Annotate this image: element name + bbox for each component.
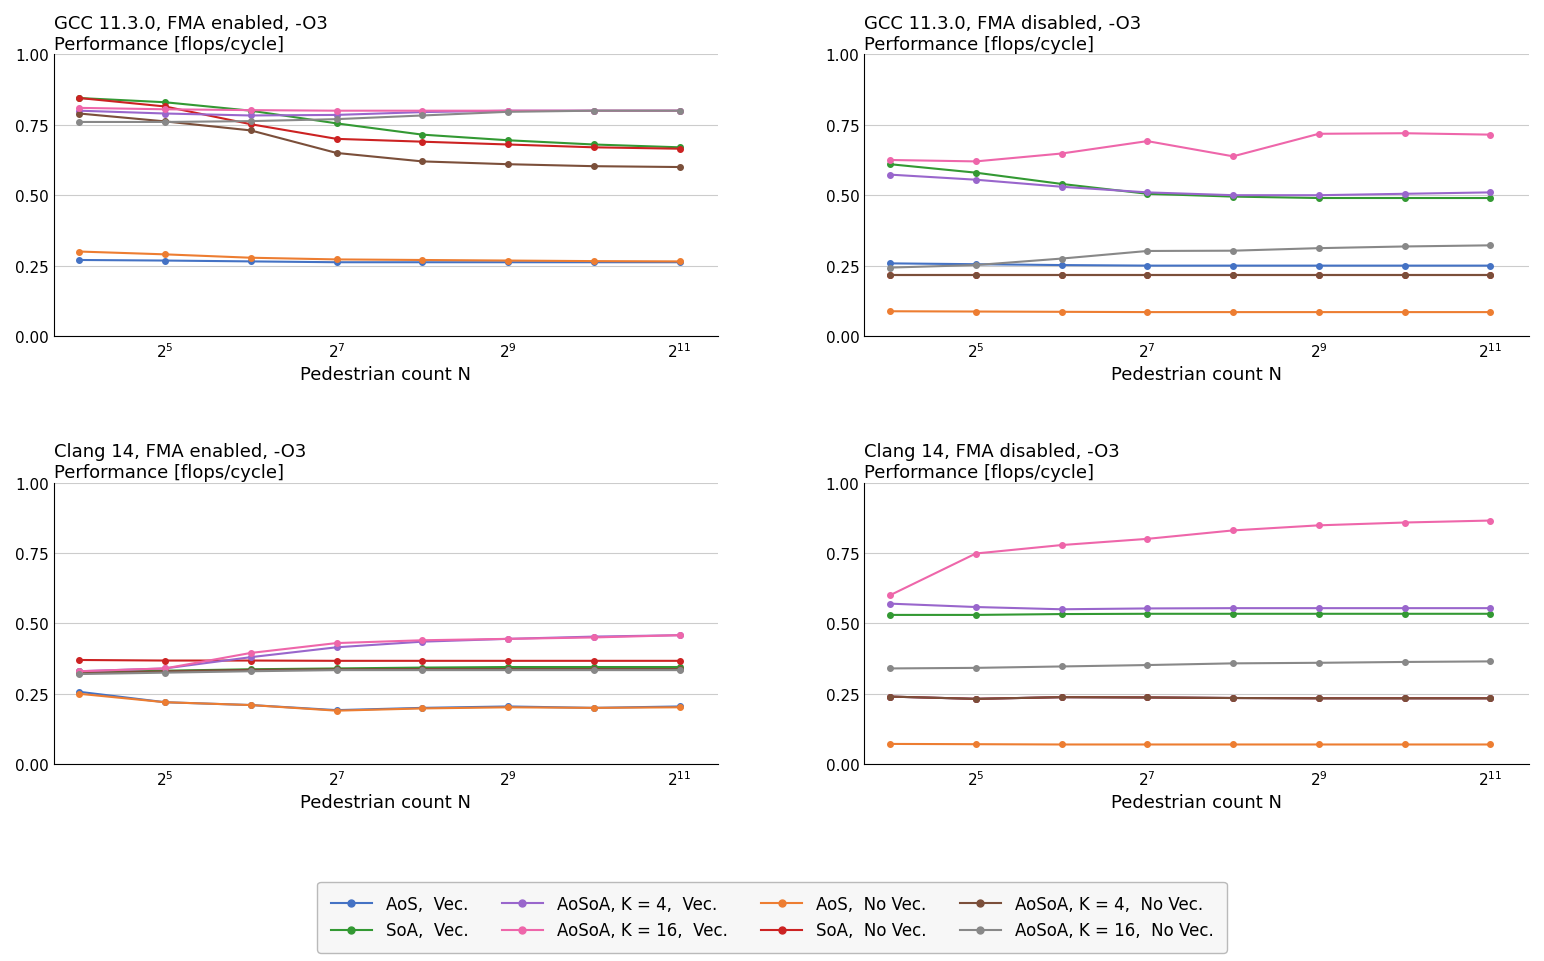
- X-axis label: Pedestrian count N: Pedestrian count N: [301, 794, 471, 811]
- Text: Clang 14, FMA disabled, -O3
Performance [flops/cycle]: Clang 14, FMA disabled, -O3 Performance …: [865, 443, 1119, 481]
- X-axis label: Pedestrian count N: Pedestrian count N: [1112, 366, 1282, 383]
- X-axis label: Pedestrian count N: Pedestrian count N: [1112, 794, 1282, 811]
- Text: Clang 14, FMA enabled, -O3
Performance [flops/cycle]: Clang 14, FMA enabled, -O3 Performance […: [54, 443, 306, 481]
- Text: GCC 11.3.0, FMA disabled, -O3
Performance [flops/cycle]: GCC 11.3.0, FMA disabled, -O3 Performanc…: [865, 15, 1141, 54]
- Legend: AoS,  Vec., SoA,  Vec., AoSoA, K = 4,  Vec., AoSoA, K = 16,  Vec., AoS,  No Vec.: AoS, Vec., SoA, Vec., AoSoA, K = 4, Vec.…: [317, 882, 1227, 952]
- Text: GCC 11.3.0, FMA enabled, -O3
Performance [flops/cycle]: GCC 11.3.0, FMA enabled, -O3 Performance…: [54, 15, 327, 54]
- X-axis label: Pedestrian count N: Pedestrian count N: [301, 366, 471, 383]
